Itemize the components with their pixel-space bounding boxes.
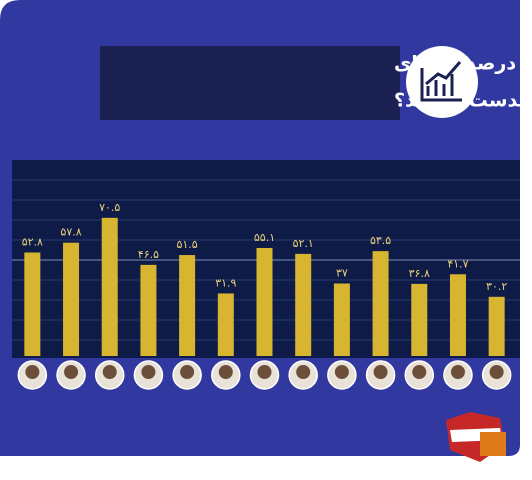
bar: [101, 217, 118, 356]
value-label: ۵۲.۸: [22, 236, 43, 249]
bar: [333, 283, 350, 356]
value-label: ۵۳.۵: [370, 234, 391, 247]
bar: [217, 293, 234, 356]
bar: [63, 242, 80, 356]
value-label: ۵۷.۸: [60, 226, 81, 239]
portrait-face: [25, 365, 40, 379]
portrait-face: [218, 365, 233, 379]
portrait-face: [141, 365, 156, 379]
value-label: ۴۶.۵: [138, 248, 159, 261]
bar: [256, 248, 273, 356]
title-box: [100, 46, 400, 120]
bar: [24, 252, 41, 356]
value-label: ۳۱.۹: [215, 276, 236, 289]
icon-graph: [420, 61, 462, 102]
bar: [449, 274, 466, 356]
icon: [406, 46, 478, 118]
value-label: ۳۷: [336, 266, 348, 279]
portrait-face: [180, 365, 195, 379]
bar: [488, 296, 505, 356]
value-label: ۵۲.۱: [293, 237, 314, 250]
value-label: ۵۱.۵: [176, 238, 197, 251]
bar: [179, 255, 196, 356]
bar: [140, 264, 157, 356]
portrait-face: [450, 365, 465, 379]
portrait-face: [373, 365, 388, 379]
value-label: ۳۶.۸: [409, 267, 430, 280]
portrait-face: [489, 365, 504, 379]
value-label: ۴۱.۷: [447, 257, 468, 270]
bar: [295, 253, 312, 356]
value-label: ۳۰.۲: [486, 280, 507, 293]
value-label: ۷۰.۵: [99, 201, 120, 214]
portrait-face: [296, 365, 311, 379]
bar: [411, 283, 428, 356]
portrait-face: [334, 365, 349, 379]
portrait-face: [257, 365, 272, 379]
portrait-face: [64, 365, 79, 379]
map-icon: [446, 412, 506, 462]
portrait-face: [412, 365, 427, 379]
value-label: ۵۵.۱: [254, 231, 275, 244]
portrait-face: [102, 365, 117, 379]
bar: [372, 251, 389, 356]
